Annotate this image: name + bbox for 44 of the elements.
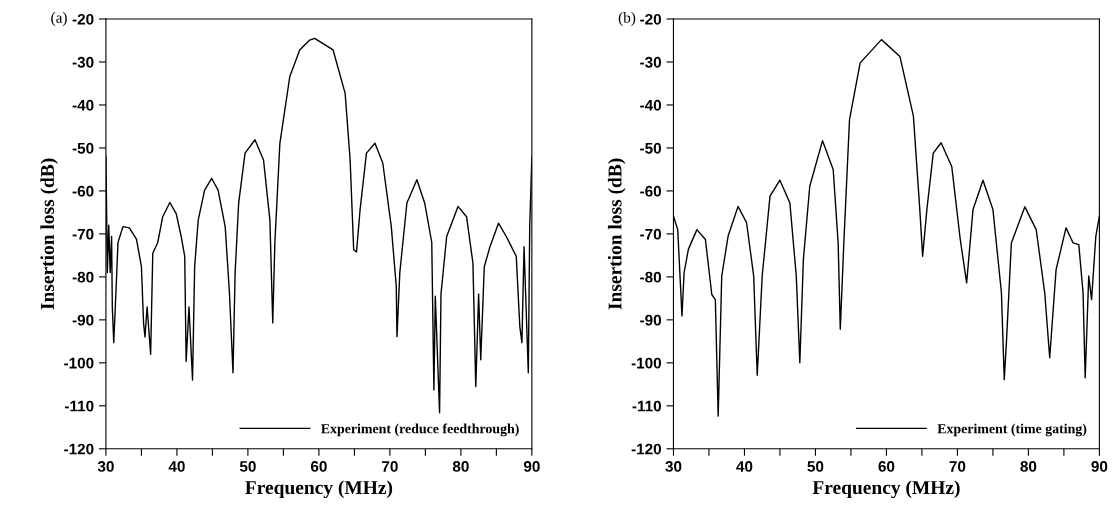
x-tick-label: 90	[523, 461, 540, 472]
x-tick-label: 70	[382, 461, 398, 472]
x-tick-label: 80	[452, 461, 469, 472]
y-tick-label: -80	[640, 271, 662, 283]
x-tick-label: 40	[168, 461, 185, 472]
x-tick-label: 60	[310, 461, 327, 472]
y-tick-label: -30	[72, 56, 94, 68]
y-tick-label: -120	[64, 443, 94, 455]
legend-label: Experiment (reduce feedthrough)	[321, 423, 519, 437]
y-tick-label: -120	[631, 443, 662, 455]
y-tick-label: -80	[72, 271, 94, 283]
y-tick-label: -60	[72, 185, 94, 197]
y-tick-label: -110	[632, 400, 662, 412]
y-tick-label: -100	[631, 357, 662, 369]
y-tick-label: -40	[72, 99, 94, 111]
x-tick-label: 50	[807, 461, 824, 472]
y-tick-label: -60	[640, 185, 662, 197]
chart-title: (a)	[51, 12, 67, 26]
x-tick-label: 30	[97, 461, 114, 472]
x-tick-label: 40	[736, 461, 753, 472]
y-tick-label: -20	[640, 13, 662, 25]
y-tick-label: -110	[64, 400, 94, 412]
x-axis-title: Frequency (MHz)	[812, 480, 960, 499]
y-tick-label: -70	[72, 228, 94, 240]
y-tick-label: -90	[640, 314, 662, 326]
y-axis-title: Insertion loss (dB)	[607, 158, 626, 310]
y-tick-label: -20	[72, 13, 94, 25]
y-axis-title: Insertion loss (dB)	[40, 158, 58, 310]
y-tick-label: -50	[72, 142, 94, 154]
x-tick-label: 90	[1091, 461, 1108, 472]
legend-label: Experiment (time gating)	[937, 423, 1087, 437]
x-tick-label: 80	[1020, 461, 1037, 472]
y-tick-label: -100	[64, 357, 94, 369]
chart-title: (b)	[618, 12, 636, 26]
x-tick-label: 50	[239, 461, 256, 472]
y-tick-label: -70	[640, 228, 662, 240]
y-tick-label: -40	[640, 99, 662, 111]
y-tick-label: -90	[72, 314, 94, 326]
y-tick-label: -50	[640, 142, 662, 154]
x-tick-label: 70	[949, 461, 966, 472]
y-tick-label: -30	[640, 56, 662, 68]
x-tick-label: 60	[878, 461, 895, 472]
x-tick-label: 30	[665, 461, 682, 472]
x-axis-title: Frequency (MHz)	[245, 480, 393, 499]
